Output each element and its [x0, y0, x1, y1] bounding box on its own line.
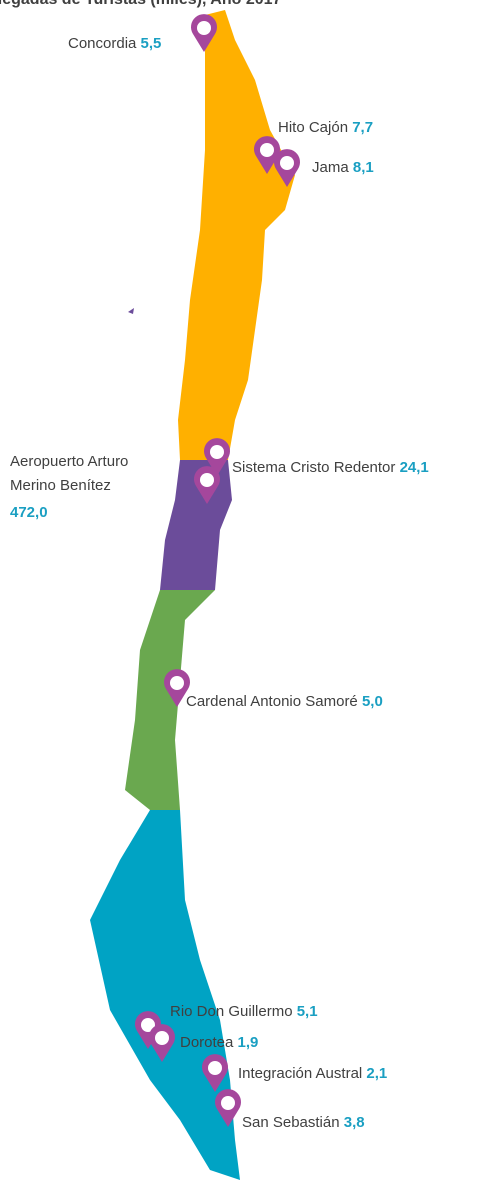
region-north	[178, 10, 295, 460]
marker-dot	[210, 445, 224, 459]
marker-value: 7,7	[352, 119, 373, 136]
marker-dot	[141, 1018, 155, 1032]
marker-name: Rio Don Guillermo	[170, 1003, 293, 1020]
marker-dot	[260, 143, 274, 157]
marker-value: 3,8	[344, 1114, 365, 1131]
marker-name: Merino Benítez	[10, 477, 111, 494]
island	[128, 308, 134, 314]
marker-label: Jama 8,1	[312, 159, 374, 176]
marker-value: 1,9	[238, 1034, 259, 1051]
marker-dot	[155, 1031, 169, 1045]
marker-name: Jama	[312, 159, 349, 176]
marker-label: Rio Don Guillermo 5,1	[170, 1003, 318, 1020]
marker-value: 2,1	[366, 1065, 387, 1082]
marker-name: Concordia	[68, 35, 137, 52]
marker-name: Aeropuerto Arturo	[10, 453, 128, 470]
marker-name: Sistema Cristo Redentor	[232, 459, 395, 476]
marker-value: 8,1	[353, 159, 374, 176]
marker-name: Hito Cajón	[278, 119, 348, 136]
region-south	[125, 590, 215, 810]
marker-label: Dorotea 1,9	[180, 1034, 258, 1051]
marker-dot	[208, 1061, 222, 1075]
marker-name: San Sebastián	[242, 1114, 340, 1131]
marker-dot	[221, 1096, 235, 1110]
marker-dot	[200, 473, 214, 487]
marker-value: 5,0	[362, 693, 383, 710]
marker-label: Hito Cajón 7,7	[278, 119, 373, 136]
marker-value: 5,5	[141, 35, 162, 52]
marker-name: Integración Austral	[238, 1065, 362, 1082]
marker-value: 5,1	[297, 1003, 318, 1020]
marker-dot	[170, 676, 184, 690]
marker-name: Dorotea	[180, 1034, 234, 1051]
marker-value: 24,1	[400, 459, 429, 476]
marker-dot	[197, 21, 211, 35]
marker-dot	[280, 156, 294, 170]
marker-label: Cardenal Antonio Samoré 5,0	[186, 693, 383, 710]
marker-label: Integración Austral 2,1	[238, 1065, 387, 1082]
region-austral	[90, 810, 240, 1180]
marker-label: Concordia 5,5	[68, 35, 161, 52]
map-title: Llegadas de Turistas (miles), Año 2017	[0, 0, 282, 8]
marker-value: 472,0	[10, 504, 48, 521]
marker-label: San Sebastián 3,8	[242, 1114, 365, 1131]
marker-label: Sistema Cristo Redentor 24,1	[232, 459, 429, 476]
marker-name: Cardenal Antonio Samoré	[186, 693, 358, 710]
